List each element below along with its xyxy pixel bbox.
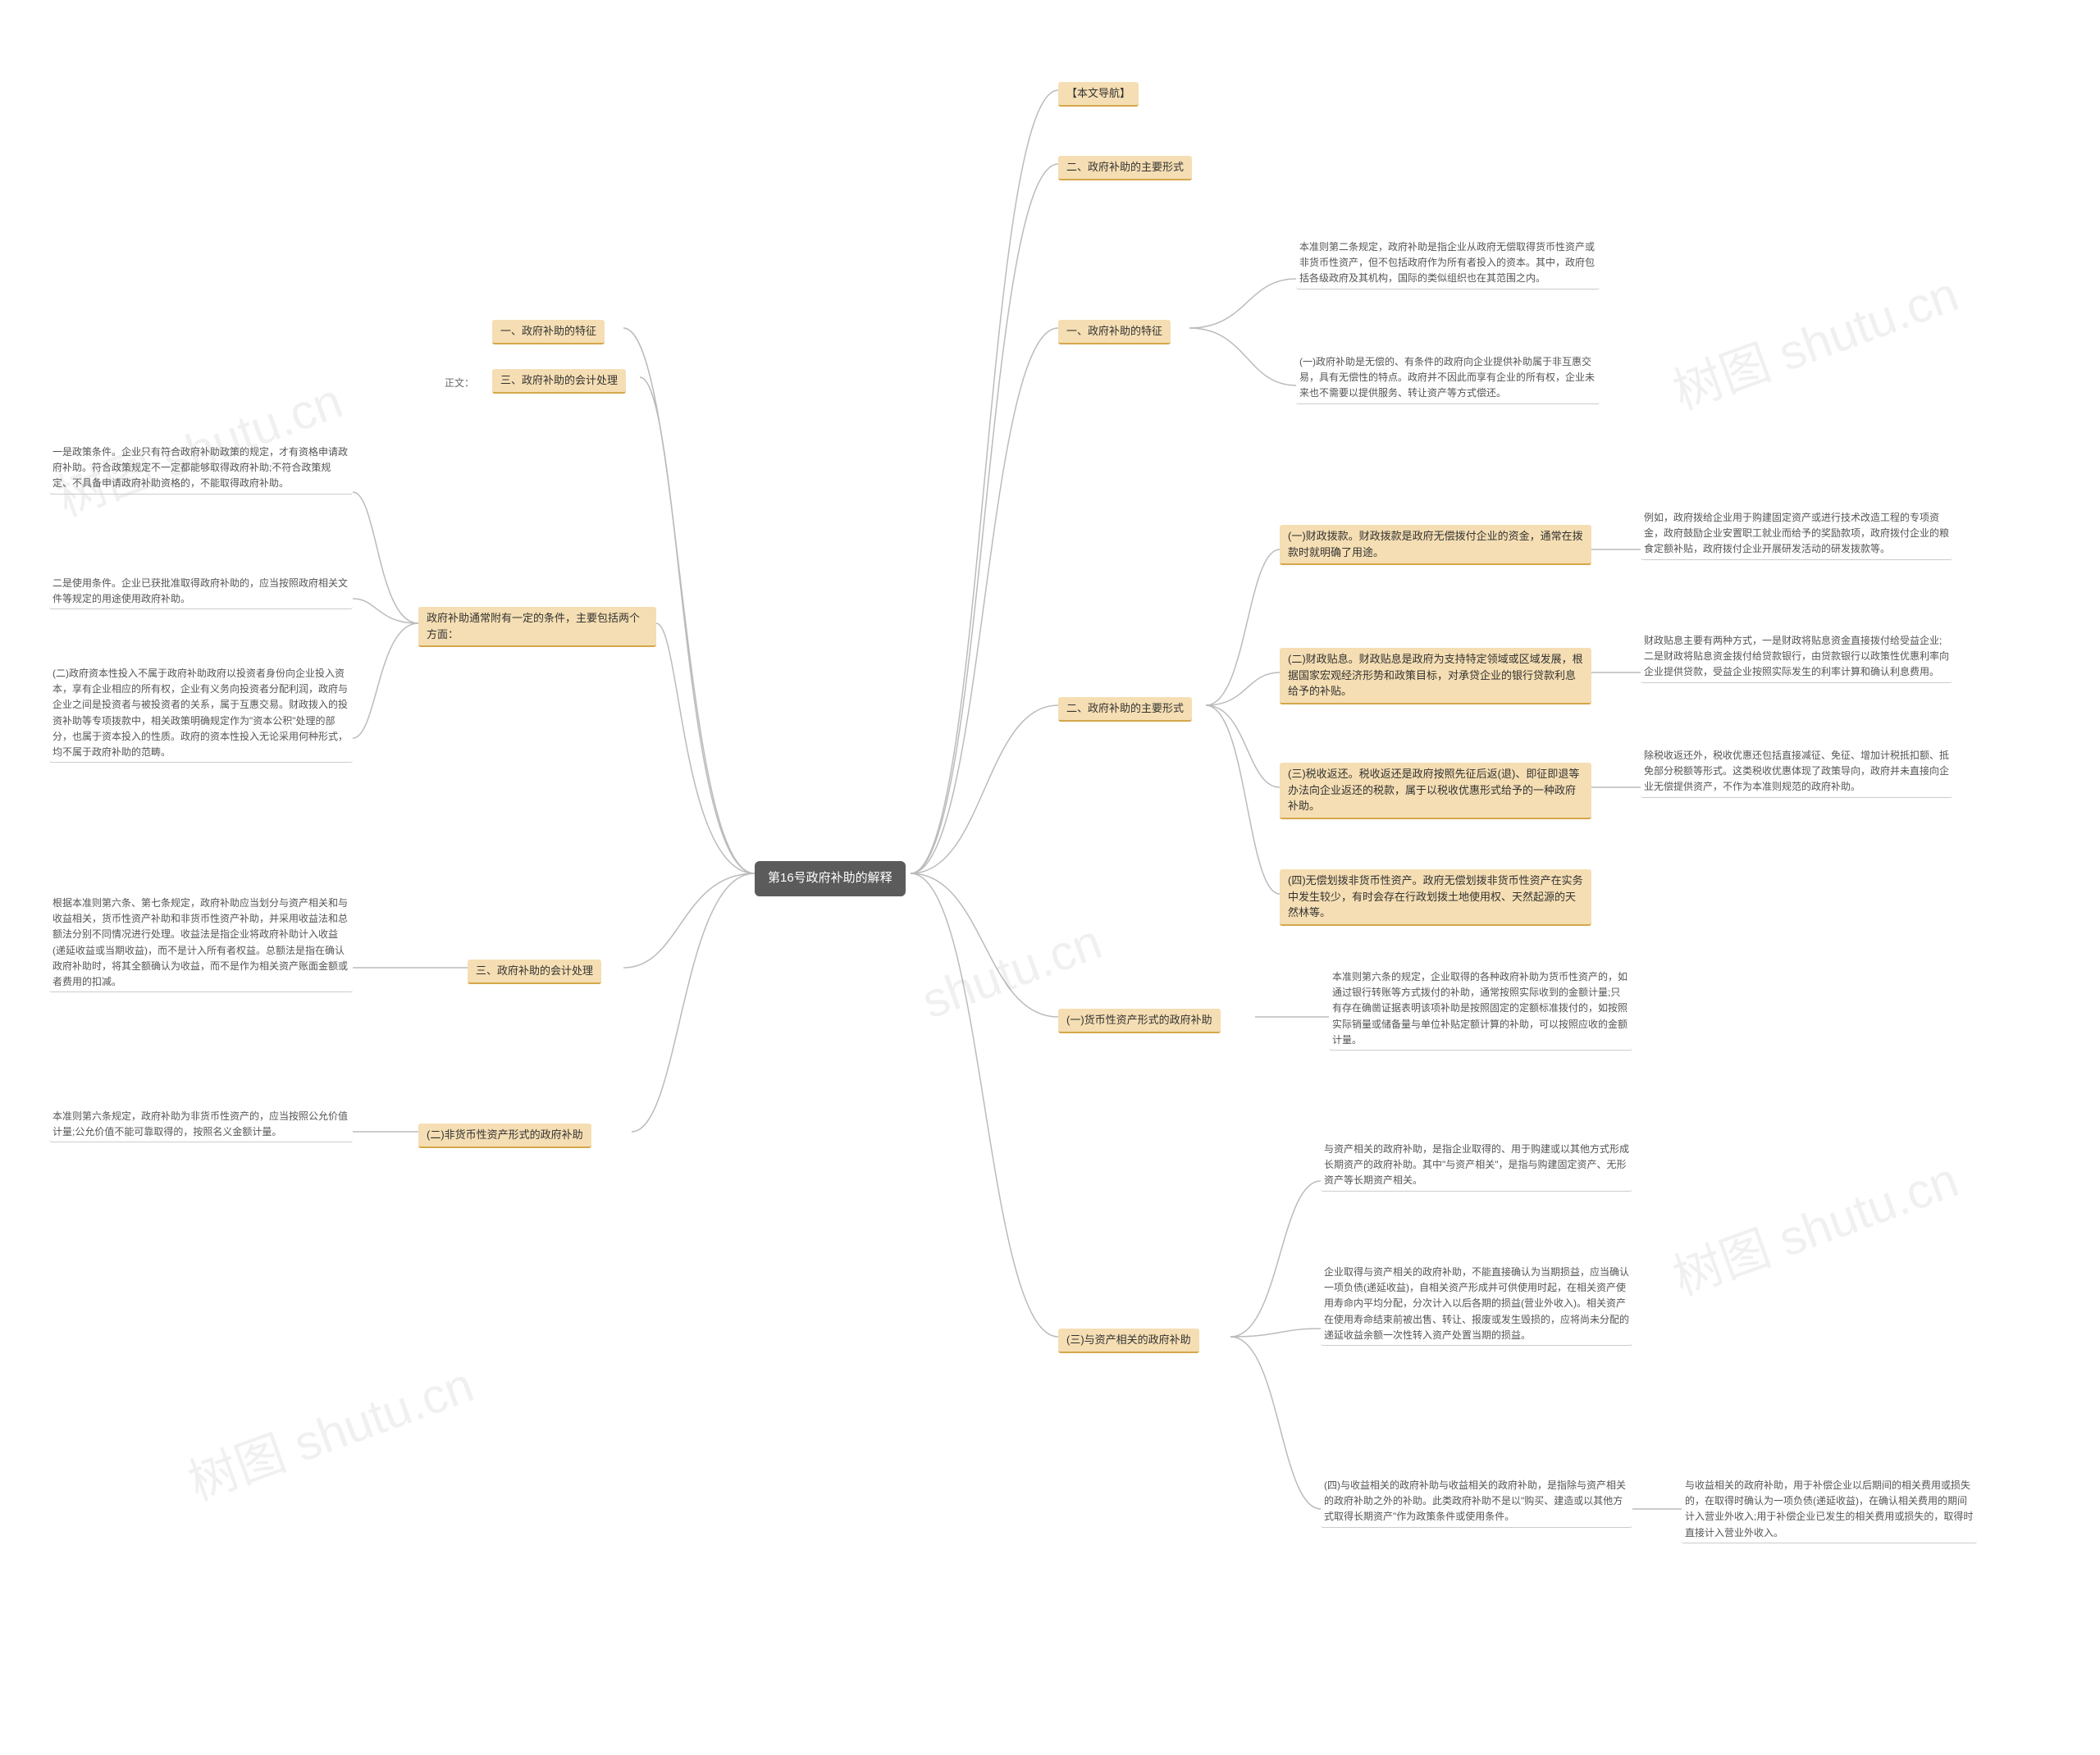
sec3-short-node: 三、政府补助的会计处理 xyxy=(492,369,626,394)
sec2-item-2-branch: (三)税收返还。税收返还是政府按照先征后返(退)、即征即退等办法向企业返还的税款… xyxy=(1280,763,1591,819)
sec3-full-node: 三、政府补助的会计处理 xyxy=(468,960,601,984)
sec1-right-node: 一、政府补助的特征 xyxy=(1058,320,1171,344)
root-node: 第16号政府补助的解释 xyxy=(755,861,906,896)
sec3-full-leaf: 根据本准则第六条、第七条规定，政府补助应当划分与资产相关和与收益相关，货币性资产… xyxy=(49,894,353,992)
sec2-item-2-leaf: 除税收返还外，税收优惠还包括直接减征、免征、增加计税抵扣额、抵免部分税额等形式。… xyxy=(1641,746,1952,798)
sec2-short-node: 二、政府补助的主要形式 xyxy=(1058,156,1192,180)
sec2-item-0-branch: (一)财政拨款。财政拨款是政府无偿拨付企业的资金，通常在拨款时就明确了用途。 xyxy=(1280,525,1591,565)
cond-leaf-1: 二是使用条件。企业已获批准取得政府补助的，应当按照政府相关文件等规定的用途使用政… xyxy=(49,574,353,609)
asset-leaf-2: (四)与收益相关的政府补助与收益相关的政府补助，是指除与资产相关的政府补助之外的… xyxy=(1321,1476,1632,1528)
nonmon-leaf: 本准则第六条规定，政府补助为非货币性资产的，应当按照公允价值计量;公允价值不能可… xyxy=(49,1107,353,1142)
sec2-item-1-leaf: 财政贴息主要有两种方式，一是财政将贴息资金直接拨付给受益企业;二是财政将贴息资金… xyxy=(1641,631,1952,683)
sec1-left-node: 一、政府补助的特征 xyxy=(492,320,605,344)
sec2-item-1-branch: (二)财政贴息。财政贴息是政府为支持特定领域或区域发展，根据国家宏观经济形势和政… xyxy=(1280,648,1591,704)
cond-leaf-0: 一是政策条件。企业只有符合政府补助政策的规定，才有资格申请政府补助。符合政策规定… xyxy=(49,443,353,495)
watermark: 树图 shutu.cn xyxy=(1662,254,1966,423)
zhengwen-label: 正文： xyxy=(435,371,484,395)
asset-leaf-2-sub: 与收益相关的政府补助，用于补偿企业以后期间的相关费用或损失的，在取得时确认为一项… xyxy=(1682,1476,1977,1543)
asset-node: (三)与资产相关的政府补助 xyxy=(1058,1329,1199,1353)
nonmon-node: (二)非货币性资产形式的政府补助 xyxy=(418,1124,591,1148)
nav-node: 【本文导航】 xyxy=(1058,82,1139,107)
sec2-item-0-leaf: 例如，政府拨给企业用于购建固定资产或进行技术改造工程的专项资金，政府鼓励企业安置… xyxy=(1641,508,1952,560)
mono1-leaf: 本准则第六条的规定，企业取得的各种政府补助为货币性资产的，如通过银行转账等方式拨… xyxy=(1329,968,1632,1051)
asset-leaf-0: 与资产相关的政府补助，是指企业取得的、用于购建或以其他方式形成长期资产的政府补助… xyxy=(1321,1140,1632,1192)
sec2-full-node: 二、政府补助的主要形式 xyxy=(1058,697,1192,722)
mono1-node: (一)货币性资产形式的政府补助 xyxy=(1058,1009,1221,1033)
sec1-leaf-1: (一)政府补助是无偿的、有条件的政府向企业提供补助属于非互惠交易，具有无偿性的特… xyxy=(1296,353,1600,404)
watermark: 树图 shutu.cn xyxy=(1662,1140,1966,1309)
cond-leaf-2: (二)政府资本性投入不属于政府补助政府以投资者身份向企业投入资本，享有企业相应的… xyxy=(49,664,353,763)
watermark: 树图 shutu.cn xyxy=(177,1345,482,1514)
sec2-item-3-branch: (四)无偿划拨非货币性资产。政府无偿划拨非货币性资产在实务中发生较少，有时会存在… xyxy=(1280,869,1591,926)
conditions-node: 政府补助通常附有一定的条件，主要包括两个方面： xyxy=(418,607,656,647)
sec1-leaf-0: 本准则第二条规定，政府补助是指企业从政府无偿取得货币性资产或非货币性资产，但不包… xyxy=(1296,238,1600,289)
asset-leaf-1: 企业取得与资产相关的政府补助，不能直接确认为当期损益，应当确认一项负债(递延收益… xyxy=(1321,1263,1632,1346)
